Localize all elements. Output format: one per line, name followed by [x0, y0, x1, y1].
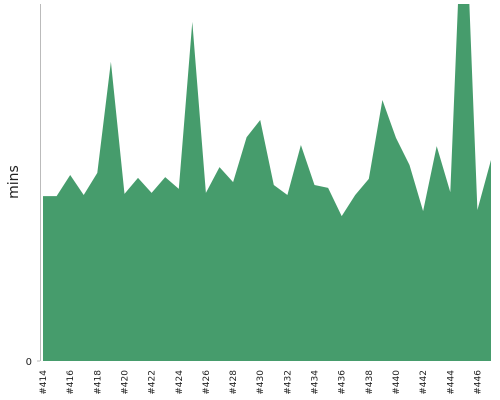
x-tick-label: #428	[229, 370, 239, 395]
x-tick-label: #416	[66, 370, 76, 395]
x-tick-label: #444	[446, 370, 456, 395]
x-tick-label: #442	[419, 370, 429, 395]
x-tick-label: #436	[338, 370, 348, 395]
y-axis-label: mins	[6, 165, 22, 199]
x-tick-label: #438	[365, 370, 375, 395]
x-tick-label: #420	[120, 370, 130, 395]
plot-area	[43, 4, 491, 361]
y-tick-label: 0	[26, 357, 32, 368]
x-tick-label: #426	[202, 370, 212, 395]
x-tick-label: #446	[473, 370, 483, 395]
x-tick-label: #440	[392, 370, 402, 395]
x-tick-label: #424	[175, 370, 185, 395]
x-tick-label: #418	[93, 370, 103, 395]
area	[43, 4, 491, 361]
x-tick-label: #414	[39, 370, 49, 395]
x-tick-label: #432	[283, 370, 293, 395]
x-tick-label: #422	[148, 370, 158, 395]
x-tick-label: #430	[256, 370, 266, 395]
x-tick-label: #434	[311, 370, 321, 395]
